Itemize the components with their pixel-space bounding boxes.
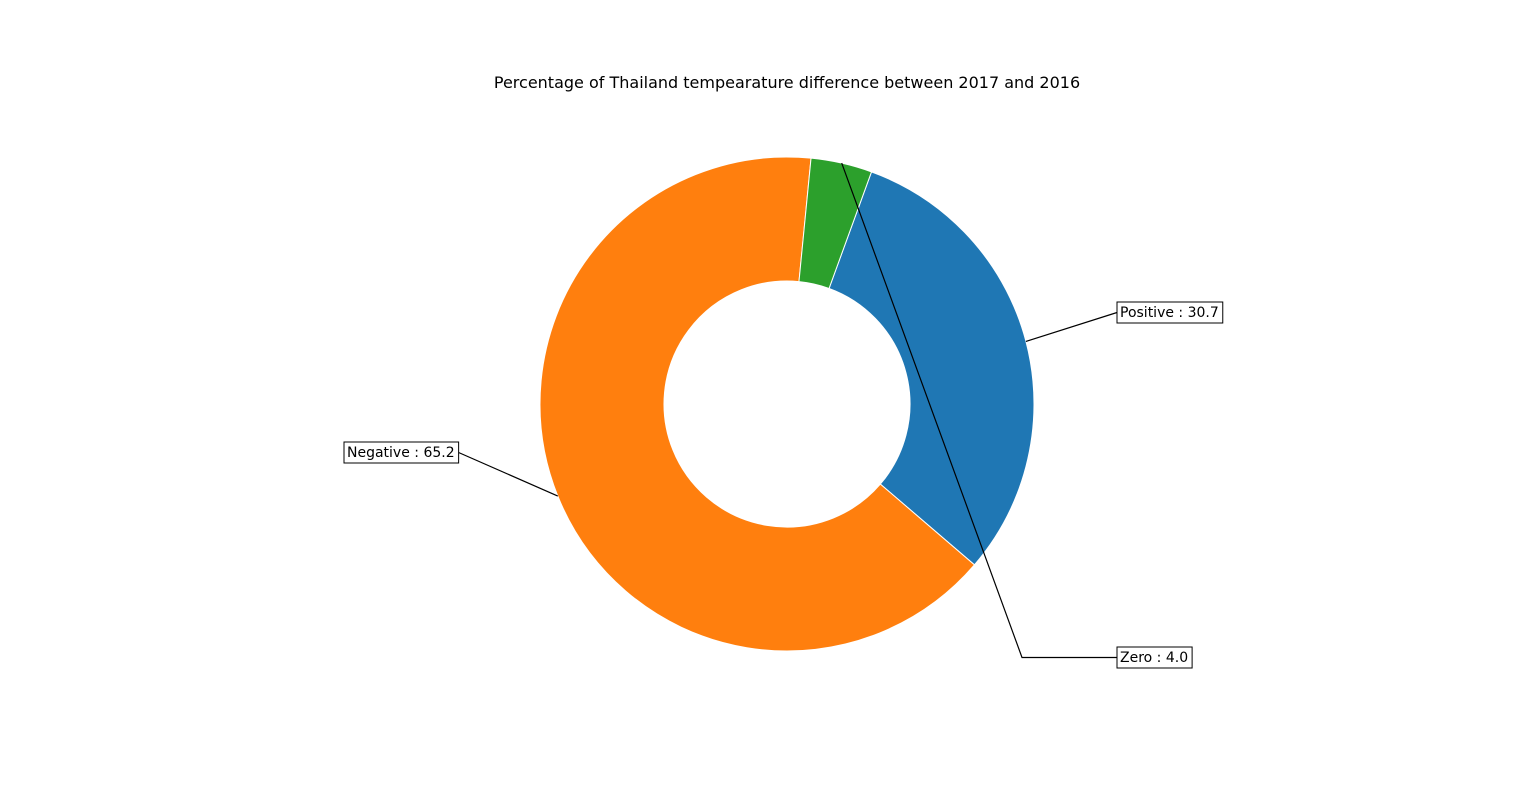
slice-label-positive: Positive : 30.7 bbox=[1120, 305, 1219, 321]
slice-label-box-negative bbox=[343, 441, 460, 464]
slice-zero bbox=[798, 157, 873, 290]
leader-line-negative bbox=[458, 451, 559, 497]
slice-negative bbox=[539, 156, 976, 652]
slice-label-zero: Zero : 4.0 bbox=[1120, 650, 1188, 666]
slice-label-negative: Negative : 65.2 bbox=[347, 445, 455, 461]
chart-title: Percentage of Thailand tempearature diff… bbox=[494, 73, 1080, 92]
leader-line-zero bbox=[841, 162, 1117, 659]
leader-line-positive bbox=[1025, 311, 1118, 342]
slice-label-box-zero bbox=[1116, 646, 1193, 669]
slice-label-box-positive bbox=[1116, 301, 1224, 324]
slice-labels: Positive : 30.7 Negative : 65.2 Zero : 4.0 bbox=[343, 162, 1224, 669]
